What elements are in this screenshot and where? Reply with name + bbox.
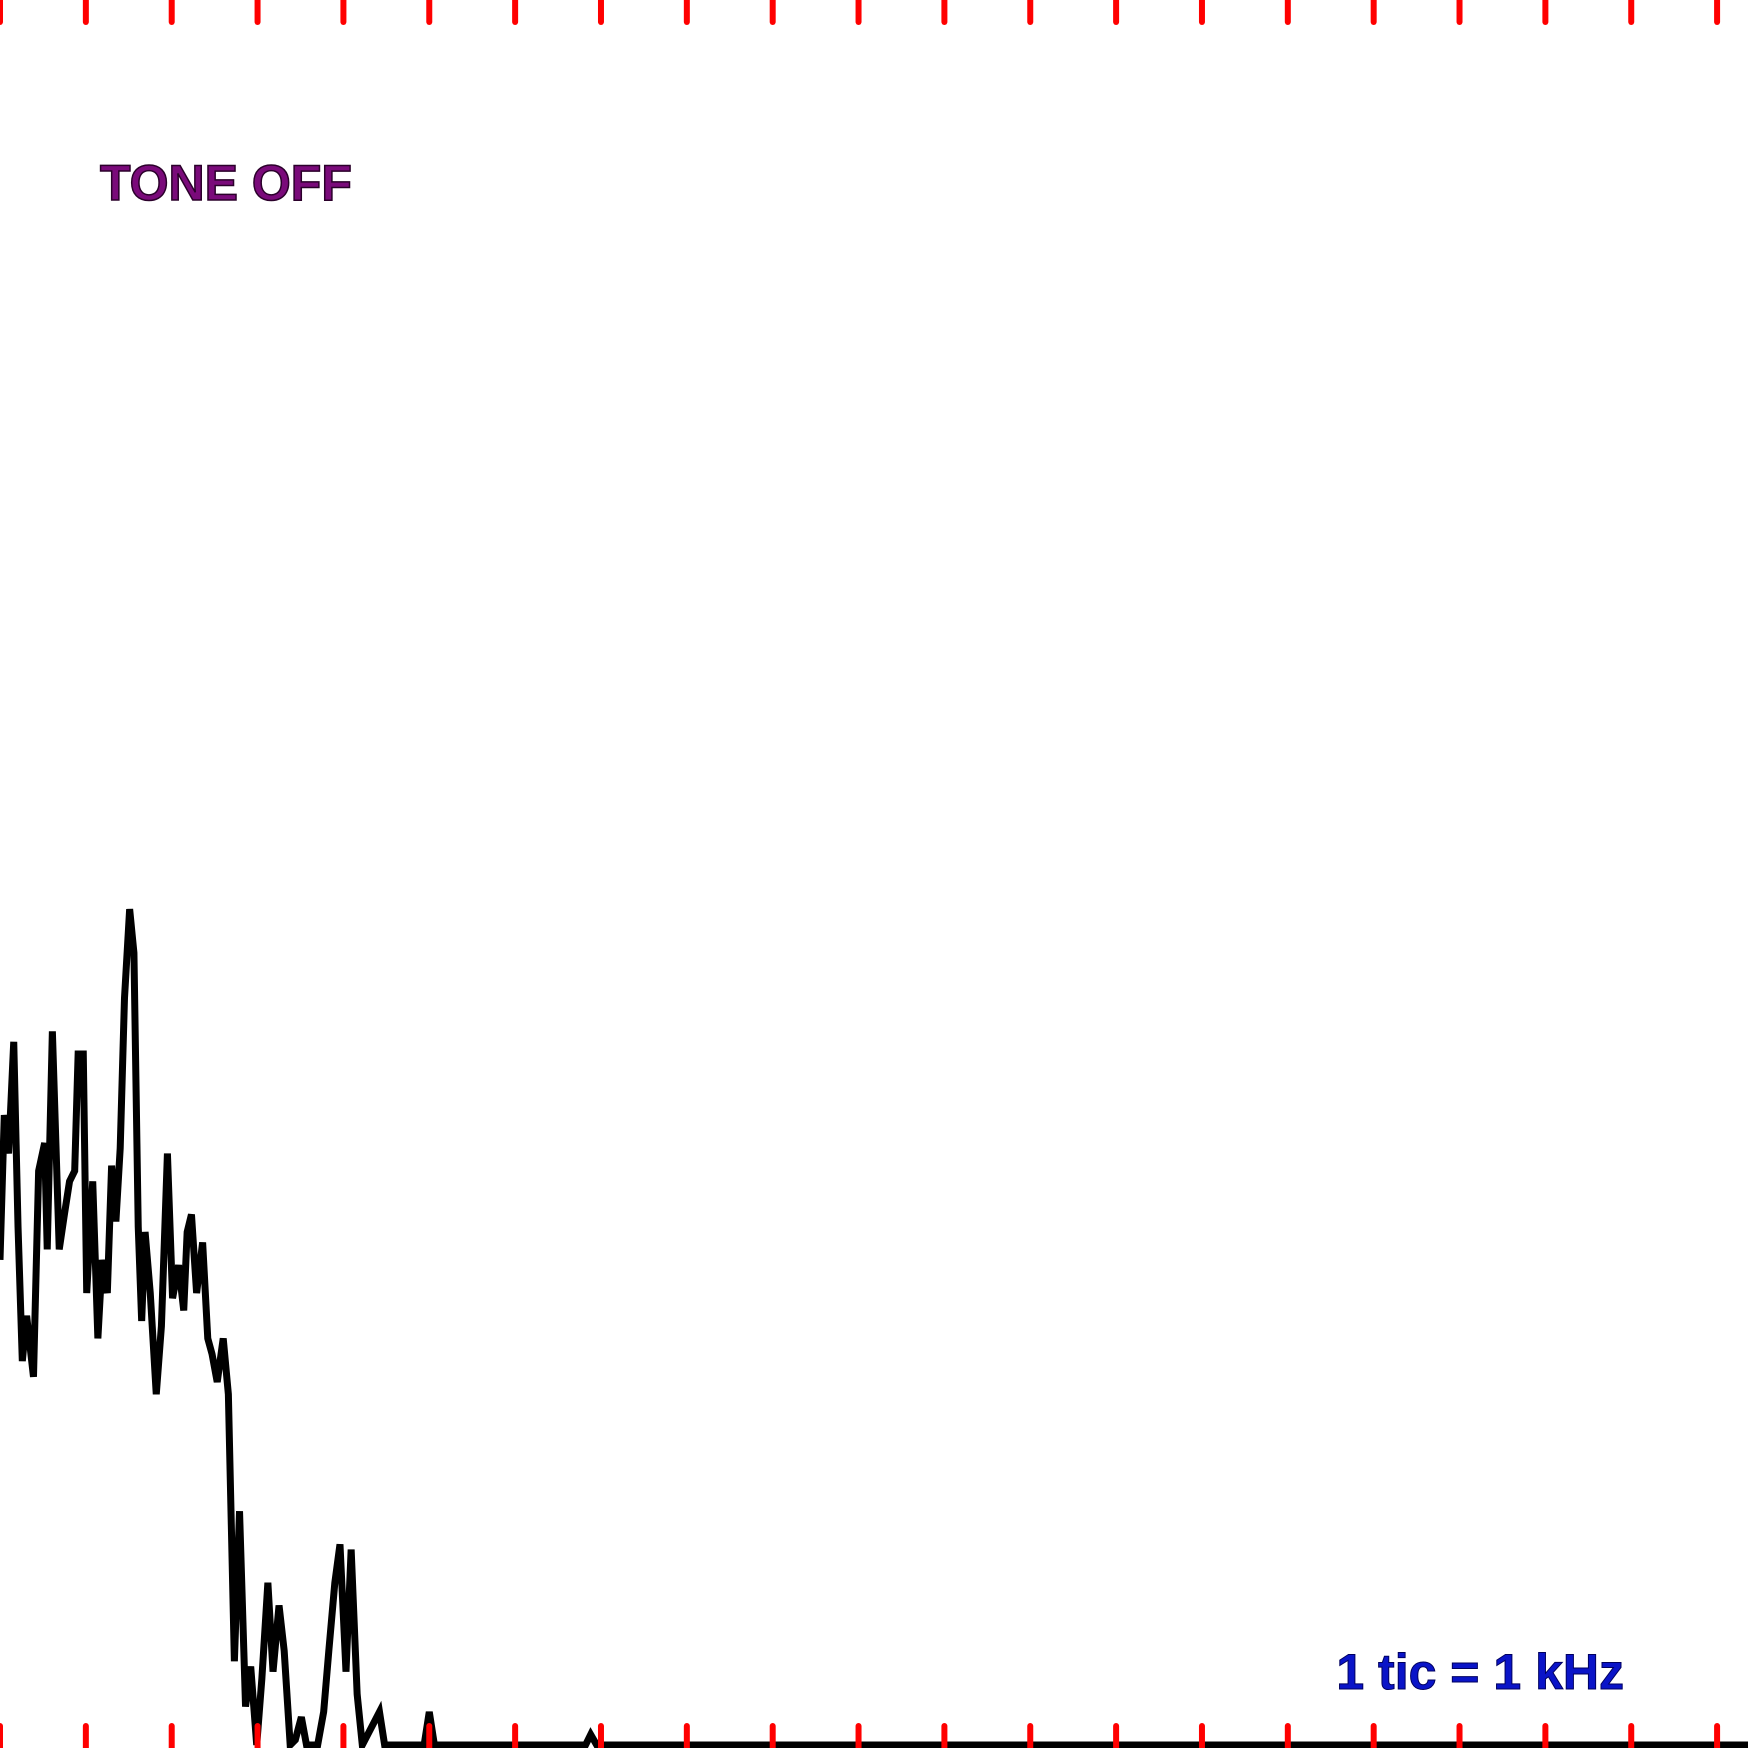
status-label: TONE OFF	[100, 155, 352, 211]
spectrum-trace	[0, 909, 1748, 1745]
scale-note: 1 tic = 1 kHz	[1336, 1644, 1624, 1700]
